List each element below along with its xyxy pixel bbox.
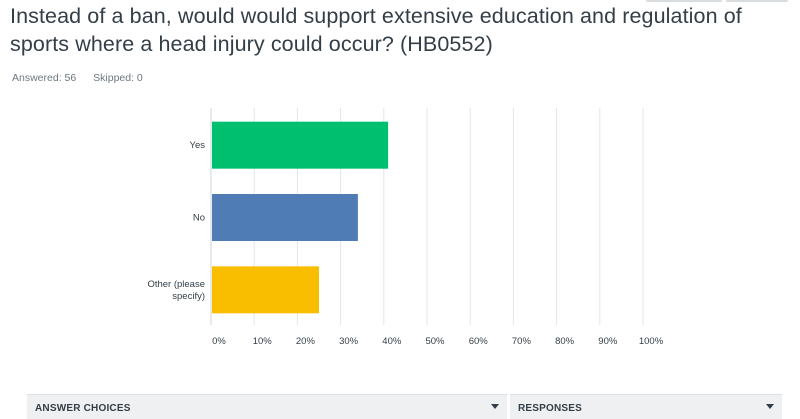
bar-other-please-specify [212,266,319,314]
responses-header-label: RESPONSES [518,403,583,414]
x-tick-label: 20% [296,336,316,347]
x-tick-label: 100% [639,336,664,347]
answered-count: Answered: 56 [12,72,77,84]
x-tick-label: 80% [555,336,575,347]
bar-yes [212,121,389,169]
category-label-line: Other (please [147,279,205,290]
skipped-count: Skipped: 0 [93,72,143,84]
sort-caret-icon[interactable] [766,404,774,409]
category-label: Other (please specify) [147,279,205,302]
x-tick-label: 50% [425,336,445,347]
answer-choices-header-label: ANSWER CHOICES [35,403,131,414]
top-tab-left [646,0,722,2]
bar-chart: 0% 10% 20% 30% 40% 50% 60% 70% 80% 90% 100% Yes No Ot… [147,108,664,347]
responses-header[interactable]: RESPONSES [510,394,782,419]
question-title: Instead of a ban, would would support ex… [10,4,742,56]
bar-no [212,194,358,241]
x-tick-label: 70% [512,336,532,347]
x-tick-label: 30% [339,336,359,347]
top-tab-right [726,0,788,2]
response-stats: Answered: 56 Skipped: 0 [12,72,157,84]
x-tick-label: 90% [598,336,618,347]
x-tick-label: 10% [253,336,273,347]
x-tick-label: 0% [212,336,226,347]
category-label-line: No [193,213,205,224]
answer-choices-header[interactable]: ANSWER CHOICES [27,394,507,419]
category-label-line: specify) [172,291,205,302]
category-label: No [193,213,205,224]
x-tick-label: 40% [382,336,402,347]
x-tick-label: 60% [469,336,489,347]
category-label-line: Yes [190,140,206,151]
category-label: Yes [190,140,206,151]
sort-caret-icon[interactable] [491,404,499,409]
